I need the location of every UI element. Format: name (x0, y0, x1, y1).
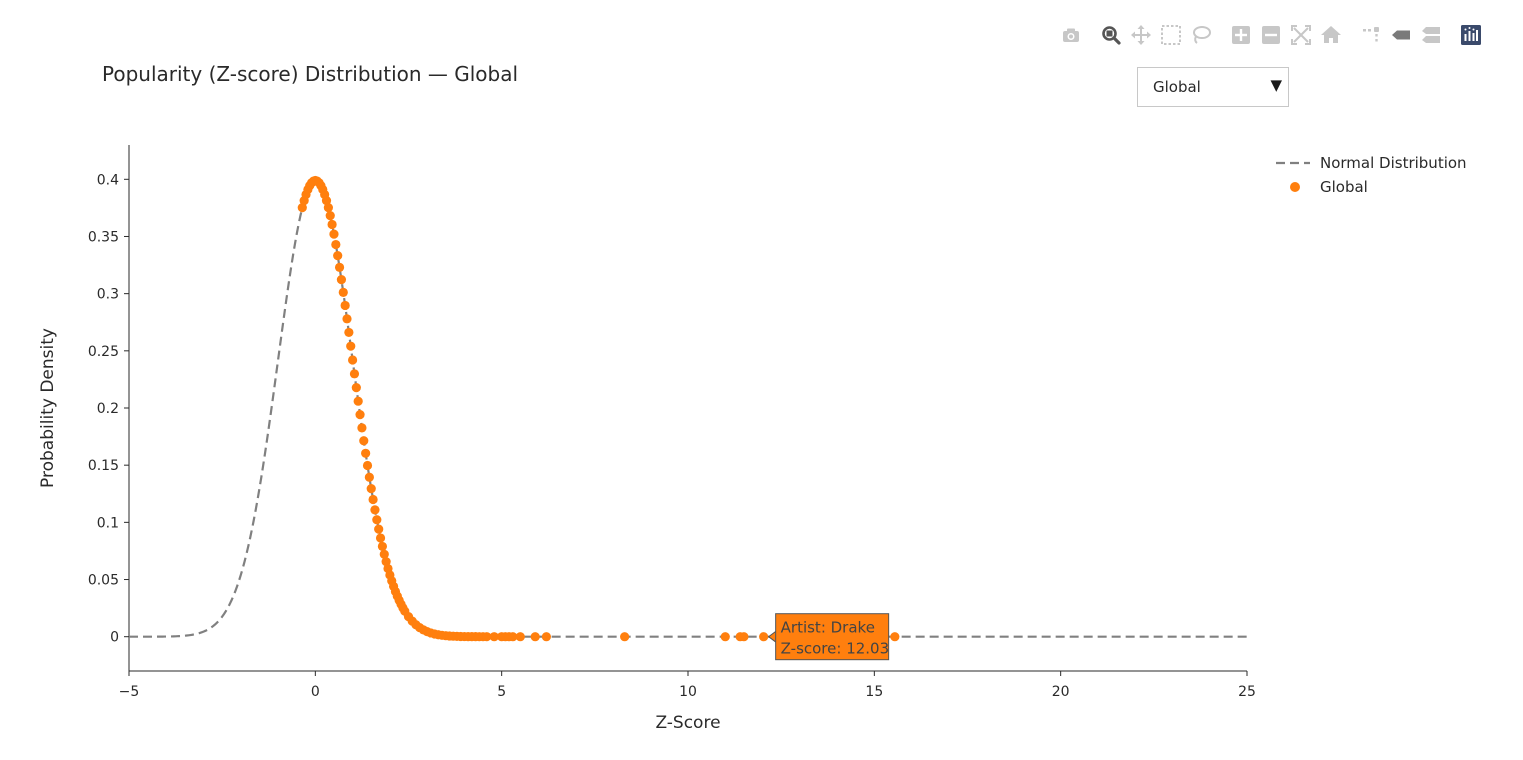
y-tick-label: 0.15 (88, 458, 119, 474)
plotly-logo-icon[interactable] (1458, 22, 1484, 48)
data-point[interactable] (489, 632, 499, 642)
tooltip-zscore: Z-score: 12.03 (781, 640, 890, 658)
data-point[interactable] (372, 515, 382, 525)
spike-lines-icon[interactable] (1358, 22, 1384, 48)
data-point[interactable] (362, 460, 373, 471)
data-point[interactable] (759, 632, 769, 642)
data-point[interactable] (334, 262, 345, 272)
data-point[interactable] (377, 541, 388, 552)
data-point[interactable] (357, 423, 367, 433)
data-point[interactable] (890, 632, 900, 642)
axes: −5 0 5 10 15 20 25 00.050.10.150.20.250.30.350… (88, 145, 1256, 700)
y-tick-label: 0.1 (97, 515, 119, 531)
data-point[interactable] (370, 505, 380, 515)
pan-icon[interactable] (1128, 22, 1154, 48)
data-point[interactable] (327, 219, 337, 230)
data-point[interactable] (379, 549, 389, 559)
data-point[interactable] (482, 632, 492, 642)
data-point[interactable] (323, 203, 333, 213)
y-tick-label: 0.2 (97, 401, 119, 417)
y-tick-label: 0.25 (88, 344, 119, 360)
zoom-icon[interactable] (1098, 22, 1124, 48)
data-point[interactable] (353, 396, 363, 406)
tooltip-box (775, 613, 890, 661)
data-point[interactable] (739, 632, 749, 642)
data-point[interactable] (297, 203, 307, 213)
y-tick-label: 0.35 (88, 229, 119, 245)
lasso-icon[interactable] (1188, 22, 1214, 48)
data-point[interactable] (338, 287, 348, 297)
x-tick-label: 20 (1052, 684, 1070, 700)
data-point[interactable] (364, 472, 374, 482)
global-markers (297, 175, 900, 642)
y-tick-label: 0.05 (88, 573, 119, 589)
y-tick-label: 0.3 (97, 287, 119, 303)
data-point[interactable] (340, 300, 350, 311)
chevron-down-icon: ▼ (1270, 76, 1282, 94)
legend-label-global: Global (1320, 178, 1368, 196)
data-point[interactable] (375, 533, 386, 543)
hover-tooltip: Artist: Drake Z-score: 12.03 (767, 613, 890, 661)
data-point[interactable] (325, 210, 335, 221)
data-point[interactable] (366, 484, 376, 494)
data-point[interactable] (329, 229, 339, 239)
chart-title: Popularity (Z-score) Distribution — Glob… (102, 62, 519, 86)
zoom-out-icon[interactable] (1258, 22, 1284, 48)
data-point[interactable] (368, 494, 378, 505)
data-point[interactable] (508, 632, 518, 642)
data-point[interactable] (541, 632, 551, 642)
data-point[interactable] (530, 632, 540, 642)
x-tick-label: −5 (119, 684, 140, 700)
x-tick-label: 15 (865, 684, 883, 700)
legend-swatch-marker (1290, 182, 1300, 192)
legend-label-normal: Normal Distribution (1320, 154, 1467, 172)
legend-item-global[interactable]: Global (1290, 178, 1368, 196)
data-point[interactable] (349, 369, 360, 379)
y-axis-label: Probability Density (38, 328, 58, 488)
region-dropdown[interactable]: Global ▼ (1137, 67, 1289, 107)
data-point[interactable] (515, 632, 525, 642)
data-point[interactable] (359, 436, 369, 446)
legend-item-normal[interactable]: Normal Distribution (1276, 154, 1467, 172)
hover-closest-icon[interactable] (1388, 22, 1414, 48)
data-point[interactable] (333, 251, 343, 261)
legend: Normal Distribution Global (1276, 154, 1467, 196)
data-point[interactable] (355, 410, 365, 420)
data-point[interactable] (346, 341, 356, 351)
camera-icon[interactable] (1058, 22, 1084, 48)
x-axis-label: Z-Score (655, 713, 720, 733)
data-point[interactable] (344, 327, 354, 338)
home-icon[interactable] (1318, 22, 1344, 48)
y-tick-label: 0.4 (97, 172, 119, 188)
data-point[interactable] (361, 448, 371, 458)
data-point[interactable] (348, 355, 358, 365)
data-point[interactable] (321, 195, 332, 206)
data-point[interactable] (331, 239, 341, 250)
x-tick-label: 5 (497, 684, 506, 700)
data-point[interactable] (374, 524, 384, 534)
data-point[interactable] (620, 632, 630, 642)
normal-distribution-line (129, 179, 1247, 638)
x-tick-label: 25 (1238, 684, 1256, 700)
y-tick-label: 0 (110, 630, 119, 646)
box-select-icon[interactable] (1158, 22, 1184, 48)
data-point[interactable] (336, 275, 347, 285)
hover-compare-icon[interactable] (1418, 22, 1444, 48)
data-point[interactable] (381, 557, 391, 567)
x-ticks: −5 0 5 10 15 20 25 (119, 671, 1256, 700)
data-point[interactable] (720, 632, 730, 642)
zoom-in-icon[interactable] (1228, 22, 1254, 48)
x-tick-label: 10 (679, 684, 697, 700)
data-point[interactable] (351, 382, 361, 393)
dropdown-selected-value: Global (1153, 78, 1201, 96)
x-tick-label: 0 (311, 684, 320, 700)
tooltip-artist: Artist: Drake (781, 619, 875, 637)
y-ticks: 0 0.05 0.1 0.15 0.2 0.25 0.3 0.35 0.4 (88, 172, 129, 646)
data-point[interactable] (342, 314, 352, 324)
autoscale-icon[interactable] (1288, 22, 1314, 48)
